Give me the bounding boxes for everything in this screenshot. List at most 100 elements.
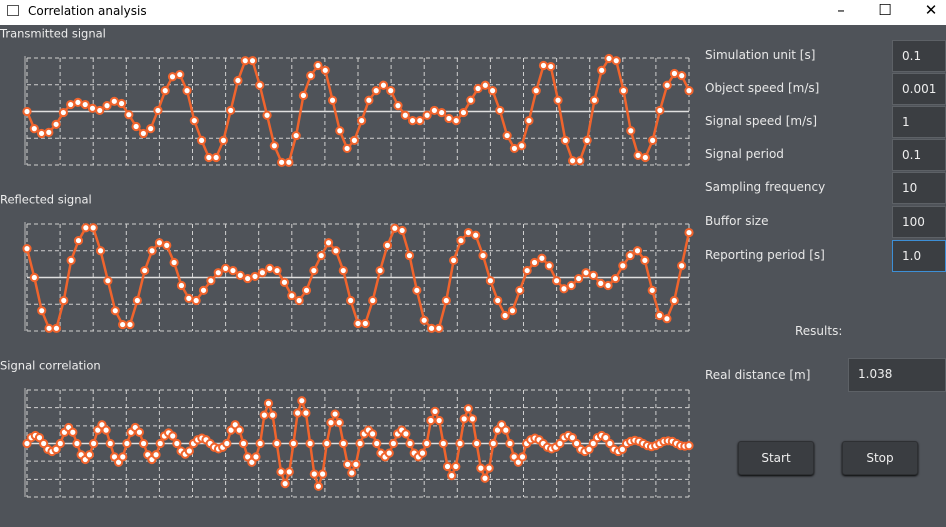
sample-point: [154, 238, 164, 248]
sample-point: [80, 99, 90, 110]
sample-point: [103, 276, 113, 286]
sample-point: [279, 277, 290, 287]
sample-point: [555, 438, 565, 449]
minimize-button[interactable]: –: [837, 1, 845, 19]
sample-point: [250, 271, 260, 282]
sample-point: [430, 406, 440, 416]
maximize-button[interactable]: ☐: [878, 1, 892, 19]
text-input[interactable]: 100: [892, 206, 946, 238]
sample-point: [155, 438, 165, 449]
sample-point: [382, 240, 393, 250]
sample-point: [59, 295, 69, 306]
sample-point: [633, 150, 643, 160]
chart-title: Transmitted signal: [0, 27, 106, 41]
sample-point: [444, 113, 454, 124]
sample-point: [605, 438, 615, 449]
sample-point: [95, 105, 105, 116]
button[interactable]: Stop: [842, 441, 918, 475]
sample-point: [146, 124, 156, 134]
sample-point: [487, 86, 498, 96]
sample-point: [298, 90, 309, 101]
sample-point: [55, 438, 65, 449]
sample-point: [538, 60, 549, 71]
text-input[interactable]: 0.1: [892, 40, 946, 72]
sample-point: [272, 265, 282, 276]
text-input[interactable]: 1.0: [892, 240, 946, 272]
sample-point: [138, 128, 148, 139]
sample-point: [544, 261, 554, 271]
sample-point: [122, 438, 132, 449]
text-input[interactable]: 10: [892, 172, 946, 204]
sample-point: [441, 295, 451, 306]
sample-point: [384, 448, 394, 458]
sample-point: [110, 306, 120, 316]
field-label: Simulation unit [s]: [705, 48, 816, 62]
sample-point: [265, 263, 275, 274]
sample-point: [81, 223, 91, 233]
field-label: Sampling frequency: [705, 180, 826, 194]
sample-point: [407, 115, 418, 126]
sample-point: [255, 438, 265, 449]
sample-point: [211, 152, 221, 163]
sample-point: [677, 261, 687, 271]
sample-point: [648, 135, 658, 145]
sample-point: [584, 444, 594, 454]
sample-point: [618, 86, 629, 96]
sample-point: [287, 291, 297, 301]
sample-point: [342, 143, 352, 154]
sample-point: [191, 295, 201, 306]
sample-point: [268, 410, 278, 420]
text-input[interactable]: 1: [892, 106, 946, 138]
sample-point: [102, 101, 112, 111]
sample-point: [196, 135, 207, 145]
sample-point: [51, 323, 62, 333]
sample-point: [235, 270, 245, 280]
result-label: Real distance [m]: [705, 368, 811, 382]
sample-point: [597, 65, 607, 75]
sample-point: [404, 250, 415, 261]
sample-point: [206, 276, 216, 286]
sample-point: [51, 119, 61, 129]
sample-point: [176, 280, 187, 291]
sample-point: [175, 69, 185, 80]
sample-point: [109, 96, 119, 106]
field-label: Signal speed [m/s]: [705, 114, 818, 128]
sample-point: [334, 418, 344, 428]
sample-point: [140, 265, 150, 276]
sample-point: [571, 438, 582, 449]
sample-point: [455, 438, 465, 449]
close-button[interactable]: ✕: [924, 1, 938, 19]
sample-point: [575, 156, 585, 166]
sample-point: [684, 227, 694, 238]
sample-point: [322, 438, 332, 449]
sample-point: [87, 103, 98, 113]
sample-point: [51, 444, 61, 454]
title-bar: Correlation analysis – ☐ ✕: [0, 0, 946, 25]
sample-point: [243, 273, 253, 284]
sample-point: [501, 425, 511, 435]
sample-point: [269, 141, 279, 151]
sample-point: [480, 80, 490, 90]
button[interactable]: Start: [738, 441, 814, 475]
sample-point: [601, 433, 611, 443]
sample-point: [226, 105, 236, 116]
sample-point: [417, 448, 428, 458]
sample-point: [138, 438, 149, 449]
sample-point: [632, 246, 643, 256]
sample-point: [603, 280, 613, 291]
sample-point: [272, 438, 282, 449]
sample-point: [251, 452, 261, 462]
sample-point: [288, 438, 299, 449]
sample-point: [625, 250, 635, 261]
sample-point: [297, 396, 307, 406]
sample-point: [485, 276, 495, 286]
sample-point: [478, 250, 488, 261]
text-input[interactable]: 0.1: [892, 139, 946, 171]
sample-point: [68, 427, 78, 437]
text-input[interactable]: 0.001: [892, 73, 946, 105]
sample-point: [471, 230, 481, 240]
sample-point: [72, 438, 82, 449]
sample-point: [393, 101, 403, 111]
sample-point: [309, 469, 319, 479]
